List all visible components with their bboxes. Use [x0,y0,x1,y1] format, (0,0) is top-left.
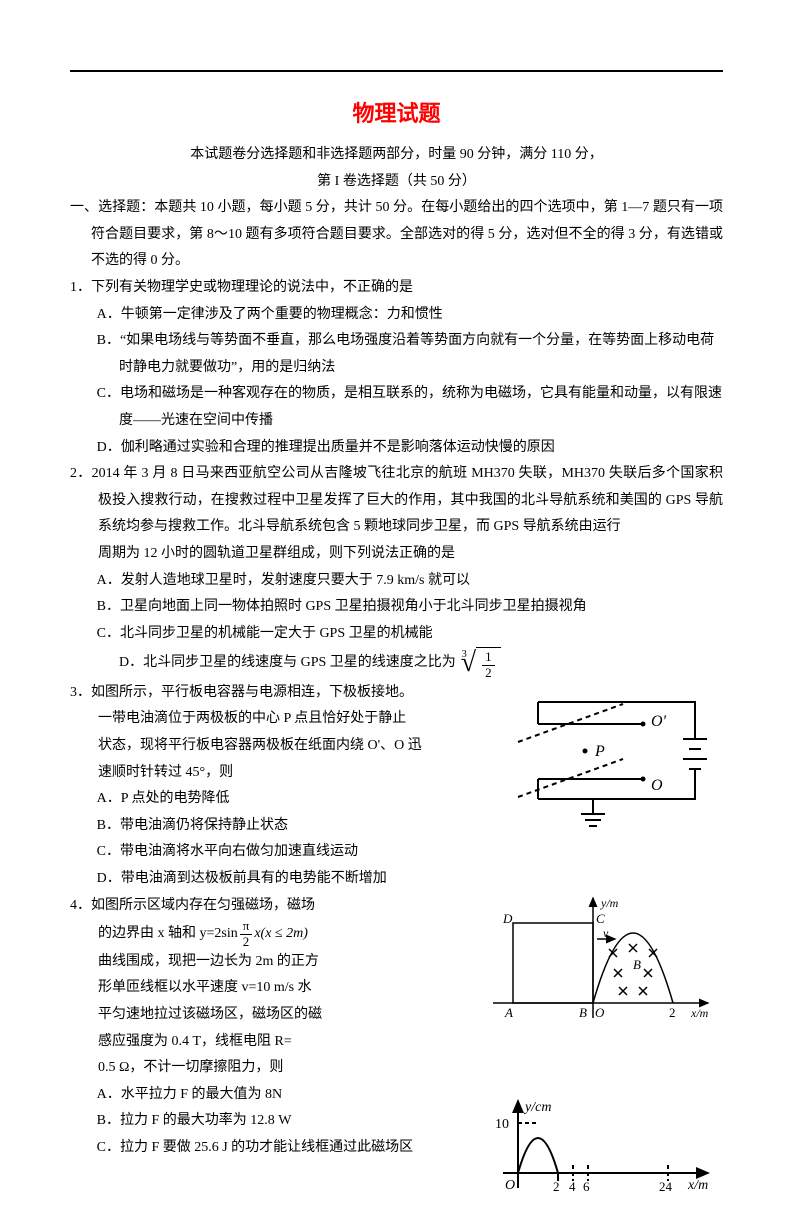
fig2-two: 2 [553,1179,560,1194]
label-o: O [651,777,663,794]
top-rule [70,70,723,72]
fraction-den: 2 [482,666,495,680]
q4-formula-suffix: x(x ≤ 2m) [254,921,308,948]
pi-over-2: π 2 [240,919,253,949]
fraction: 1 2 [482,650,495,680]
q4-figure-1: y/m x/m D C A B O 2 v B [483,893,723,1043]
section-1-heading: 一、选择题：本题共 10 小题，每小题 5 分，共计 50 分。在每小题给出的四… [70,195,723,275]
q2-opt-b: B．卫星向地面上同一物体拍照时 GPS 卫星拍摄视角小于北斗同步卫星拍摄视角 [70,594,723,621]
q4-formula-line: 的边界由 x 轴和 y=2sin π 2 x(x ≤ 2m) [70,919,430,949]
q4-block: y/m x/m D C A B O 2 v B 4．如图所示区域内存在匀强磁场，… [70,893,723,1162]
pi-num: π [240,919,253,934]
cube-root-icon: 3 √ 1 2 [456,647,501,680]
pi-den: 2 [240,935,253,949]
fig1-xlabel: x/m [690,1006,709,1020]
q4-stem-3: 曲线围成，现把一边长为 2m 的正方 [70,949,430,976]
q4-stem-6: 感应强度为 0.4 T，线框电阻 R= [70,1029,430,1056]
fig1-two: 2 [669,1005,676,1020]
fig1-ylabel: y/m [600,896,619,910]
label-oprime: O' [651,713,667,730]
fig2-ten: 10 [495,1117,509,1132]
fig2-four: 4 [569,1179,576,1194]
intro-line-2: 第 I 卷选择题（共 50 分） [70,169,723,196]
fraction-num: 1 [482,650,495,665]
q3-opt-c: C．带电油滴将水平向右做匀加速直线运动 [70,839,723,866]
q1-opt-c: C．电场和磁场是一种客观存在的物质，是相互联系的，统称为电磁场，它具有能量和动量… [70,381,723,434]
q1-opt-d: D．伽利略通过实验和合理的推理提出质量并不是影响落体运动快慢的原因 [70,435,723,462]
q4-figure-2: y/cm x/m 10 O 2 4 6 24 [483,1093,723,1213]
fig2-xlabel: x/m [687,1178,708,1193]
q3-opt-d: D．带电油滴到达极板前具有的电势能不断增加 [70,866,723,893]
label-p: P [594,743,605,760]
q3-stem-1: 3．如图所示，平行板电容器与电源相连，下极板接地。 [70,680,470,707]
fig2-six: 6 [583,1179,590,1194]
q4-stem-7: 0.5 Ω，不计一切摩擦阻力，则 [70,1055,430,1082]
q2-opt-d: D．北斗同步卫星的线速度与 GPS 卫星的线速度之比为 3 √ 1 2 [70,647,723,680]
q4-stem-1: 4．如图所示区域内存在匀强磁场，磁场 [70,893,430,920]
exam-title: 物理试题 [70,96,723,128]
q3-stem-3: 状态，现将平行板电容器两极板在纸面内绕 O'、O 迅 [70,733,470,760]
fig2-O: O [505,1178,515,1193]
q2-stem: 2．2014 年 3 月 8 日马来西亚航空公司从吉隆坡飞往北京的航班 MH37… [70,461,723,541]
q2-opt-c: C．北斗同步卫星的机械能一定大于 GPS 卫星的机械能 [70,621,723,648]
q1-stem: 1．下列有关物理学史或物理理论的说法中，不正确的是 [70,275,723,302]
q4-stem-5: 平匀速地拉过该磁场区，磁场区的磁 [70,1002,430,1029]
q3-figure: P O' O [503,684,723,834]
q4-formula-prefix: 的边界由 x 轴和 y=2sin [98,921,238,948]
fig1-v: v [603,926,609,940]
fig1-B: B [579,1005,587,1020]
q3-stem-2: 一带电油滴位于两极板的中心 P 点且恰好处于静止 [70,706,470,733]
q1-opt-b: B．“如果电场线与等势面不垂直，那么电场强度沿着等势面方向就有一个分量，在等势面… [70,328,723,381]
q4-stem-4: 形单匝线框以水平速度 v=10 m/s 水 [70,975,430,1002]
svg-text:B: B [633,957,641,972]
q2-opt-a: A．发射人造地球卫星时，发射速度只要大于 7.9 km/s 就可以 [70,568,723,595]
q1-opt-a: A．牛顿第一定律涉及了两个重要的物理概念：力和惯性 [70,302,723,329]
q3-block: P O' O 3．如图所示，平行板电容器与电源相连，下极板接地。 一带电油滴位于… [70,680,723,893]
fig1-D: D [502,911,513,926]
radical-sign: √ [461,649,476,677]
fig2-tw4: 24 [659,1179,673,1194]
q2-stem-2: 周期为 12 小时的圆轨道卫星群组成，则下列说法正确的是 [70,541,723,568]
page: 物理试题 本试题卷分选择题和非选择题两部分，时量 90 分钟，满分 110 分，… [0,0,793,1192]
intro-line-1: 本试题卷分选择题和非选择题两部分，时量 90 分钟，满分 110 分， [70,142,723,169]
fig1-A: A [504,1005,513,1020]
q3-stem-4: 速顺时针转过 45°，则 [70,760,470,787]
fig1-O: O [595,1005,605,1020]
fig1-C: C [596,911,605,926]
fig2-ylabel: y/cm [523,1100,551,1115]
q2-opt-d-prefix: D．北斗同步卫星的线速度与 GPS 卫星的线速度之比为 [119,650,456,677]
